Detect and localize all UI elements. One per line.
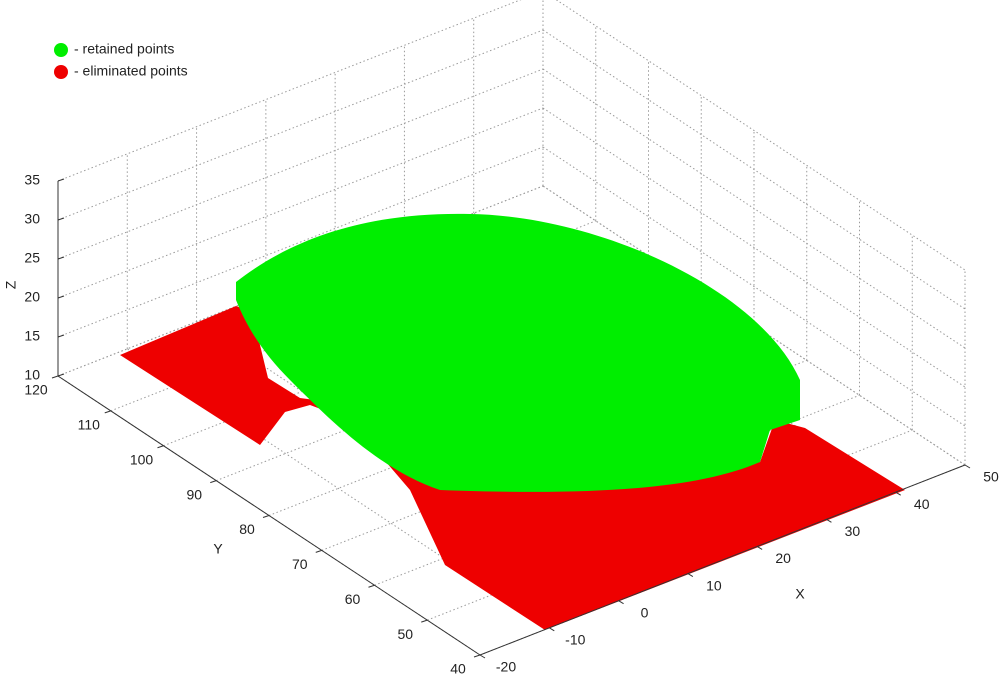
- z-tick-label: 15: [24, 328, 40, 344]
- legend-label: - retained points: [74, 41, 174, 57]
- legend-label: - eliminated points: [74, 63, 188, 79]
- grid-line: [57, 146, 544, 338]
- legend-marker: [54, 65, 68, 79]
- tick-mark: [826, 518, 832, 523]
- x-tick-label: 50: [983, 469, 999, 485]
- grid-line: [57, 29, 544, 221]
- point-cloud: [236, 213, 800, 492]
- x-tick-label: 0: [641, 604, 649, 620]
- tick-mark: [473, 654, 481, 658]
- legend-marker: [54, 43, 68, 57]
- tick-mark: [479, 654, 486, 659]
- x-tick-label: 40: [914, 496, 930, 512]
- tick-mark: [421, 619, 428, 623]
- grid-line: [542, 29, 966, 310]
- y-tick-label: 60: [345, 591, 361, 607]
- tick-mark: [57, 373, 65, 377]
- tick-mark: [57, 256, 65, 260]
- z-tick-label: 25: [24, 250, 40, 266]
- grid-line: [57, 0, 522, 182]
- z-tick-label: 35: [24, 172, 40, 188]
- tick-mark: [687, 573, 694, 578]
- grid-line: [542, 107, 966, 388]
- x-tick-label: 30: [845, 523, 861, 539]
- tick-mark: [895, 491, 901, 496]
- grid-line: [542, 68, 966, 349]
- tick-mark: [57, 295, 65, 299]
- z-axis-label: Z: [3, 280, 19, 289]
- z-tick-label: 30: [24, 211, 40, 227]
- y-tick-label: 80: [239, 521, 255, 537]
- tick-mark: [368, 584, 375, 588]
- y-tick-label: 90: [186, 486, 202, 502]
- grid-line: [555, 0, 966, 271]
- grid-line: [57, 68, 544, 260]
- z-tick-label: 20: [24, 289, 40, 305]
- y-tick-label: 110: [78, 417, 101, 433]
- axes: -20-100102030405040506070809010011012010…: [24, 172, 999, 677]
- y-tick-label: 120: [24, 382, 48, 398]
- tick-mark: [756, 545, 763, 550]
- x-tick-label: 10: [706, 577, 722, 593]
- tick-mark: [315, 549, 322, 553]
- tick-mark: [57, 217, 65, 221]
- x-tick-label: 20: [775, 550, 791, 566]
- tick-mark: [549, 627, 555, 632]
- tick-mark: [262, 515, 270, 518]
- y-tick-label: 40: [450, 661, 466, 677]
- tick-mark: [210, 480, 217, 484]
- tick-mark: [57, 178, 65, 182]
- x-tick-label: -20: [496, 659, 516, 675]
- x-tick-label: -10: [565, 632, 585, 648]
- grid-line: [57, 107, 544, 299]
- y-tick-label: 50: [397, 626, 413, 642]
- tick-mark: [618, 600, 624, 605]
- y-tick-label: 100: [130, 451, 154, 467]
- y-tick-label: 70: [292, 556, 308, 572]
- point-cloud: [120, 306, 905, 630]
- tick-mark: [964, 464, 971, 469]
- x-axis: [479, 464, 966, 656]
- tick-mark: [51, 375, 59, 379]
- y-axis: [57, 375, 481, 656]
- tick-mark: [157, 445, 164, 449]
- z-tick-label: 10: [24, 367, 40, 383]
- y-axis-label: Y: [213, 541, 223, 557]
- tick-mark: [104, 410, 111, 414]
- grid-line: [542, 146, 966, 427]
- x-axis-label: X: [795, 586, 805, 602]
- tick-mark: [57, 334, 65, 338]
